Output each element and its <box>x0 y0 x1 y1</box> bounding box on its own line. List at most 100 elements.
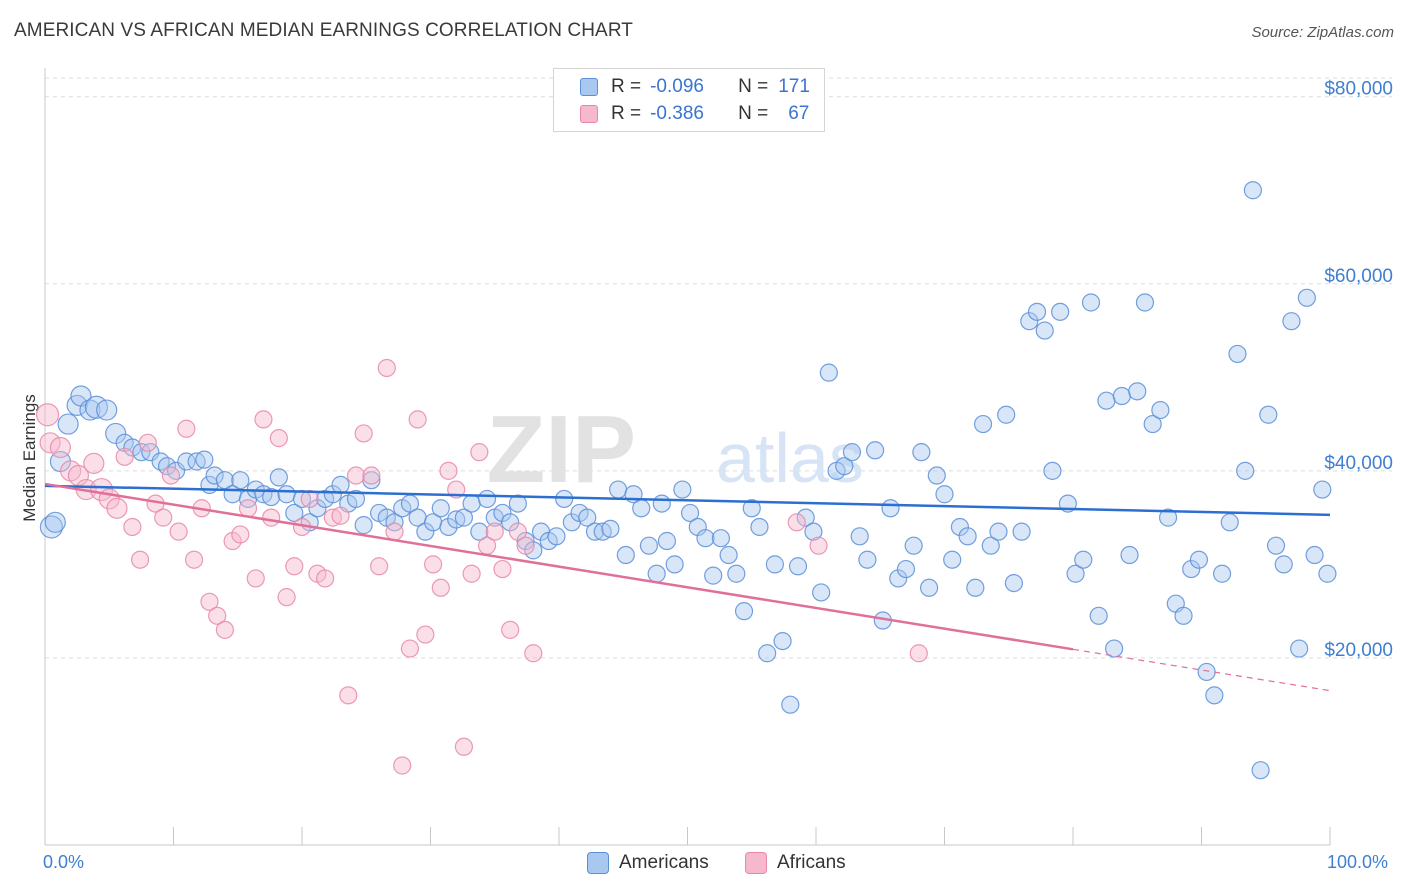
americans-point <box>927 466 946 485</box>
americans-point <box>231 471 250 490</box>
africans-point <box>39 432 61 454</box>
americans-point <box>1120 545 1139 565</box>
africans-point <box>35 403 60 427</box>
americans-point <box>1089 606 1108 625</box>
americans-point <box>781 695 800 714</box>
africans-points <box>35 358 928 775</box>
americans-point <box>943 550 962 569</box>
americans-point <box>1212 564 1232 583</box>
americans-point <box>1020 312 1039 331</box>
americans-point <box>665 555 684 574</box>
americans-point <box>1043 461 1062 480</box>
americans-point <box>1305 545 1324 565</box>
americans-point <box>308 499 327 518</box>
y-tick-label: $80,000 <box>1324 79 1393 100</box>
n-value-americans: 171 <box>778 76 810 97</box>
americans-point <box>696 529 715 548</box>
americans-point <box>585 522 605 541</box>
americans-point <box>758 644 777 663</box>
americans-point <box>616 545 635 565</box>
americans-point <box>1066 564 1085 583</box>
americans-point <box>516 531 535 551</box>
americans-point <box>973 414 993 434</box>
africans-point <box>169 522 188 541</box>
americans-point <box>508 494 527 513</box>
africans-point <box>106 497 128 519</box>
americans-point <box>346 489 366 509</box>
africans-point <box>524 644 543 663</box>
americans-swatch <box>580 78 598 96</box>
y-tick-label: $20,000 <box>1324 640 1393 661</box>
legend: Americans Africans <box>0 852 1406 878</box>
africans-point <box>300 489 319 509</box>
americans-point <box>1128 382 1147 401</box>
americans-point <box>578 508 597 527</box>
americans-point <box>1228 344 1247 364</box>
africans-point <box>154 508 173 527</box>
americans-point <box>57 413 79 435</box>
legend-item-americans[interactable]: Americans <box>587 852 709 874</box>
americans-points <box>39 181 1337 780</box>
americans-point <box>632 499 651 518</box>
africans-point <box>909 644 928 663</box>
americans-point <box>997 405 1016 424</box>
africans-point <box>385 522 404 541</box>
americans-point <box>1158 508 1178 527</box>
africans-point <box>470 443 489 462</box>
americans-point <box>858 550 877 569</box>
americans-point <box>904 536 923 555</box>
africans-point <box>339 686 358 705</box>
americans-point <box>750 517 769 537</box>
americans-point <box>477 489 497 509</box>
africans-point <box>787 513 806 532</box>
americans-point <box>1027 302 1047 321</box>
legend-item-africans[interactable]: Africans <box>745 852 846 874</box>
africans-point <box>400 639 420 658</box>
americans-point <box>1074 550 1093 569</box>
x-tick-label-min: 0.0% <box>43 852 85 872</box>
africans-point <box>184 550 204 569</box>
africans-point <box>454 737 474 756</box>
r-value-africans: -0.386 <box>650 103 704 124</box>
americans-point <box>896 559 916 579</box>
americans-point <box>1297 288 1316 307</box>
americans-point <box>981 536 1000 555</box>
americans-point <box>1251 761 1270 780</box>
africans-point <box>269 429 288 448</box>
africans-point <box>423 555 443 574</box>
stats-row-americans: R = -0.096 N = 171 <box>580 74 810 100</box>
americans-point <box>866 441 885 460</box>
africans-point <box>393 756 412 775</box>
africans-point <box>501 620 520 639</box>
americans-point <box>958 527 977 546</box>
americans-point <box>727 564 746 583</box>
americans-point <box>704 566 723 585</box>
africans-point <box>508 522 527 541</box>
africans-point <box>285 557 304 576</box>
stats-box: R = -0.096 N = 171 R = -0.386 N = 67 <box>553 68 825 132</box>
africans-point <box>439 461 458 480</box>
r-label: R = <box>611 76 642 97</box>
americans-point <box>1012 522 1031 541</box>
axes <box>44 68 1331 846</box>
americans-point <box>331 475 350 494</box>
americans-point <box>966 578 985 597</box>
americans-point <box>601 519 620 538</box>
n-value-africans: 67 <box>788 103 810 124</box>
americans-point <box>277 485 296 504</box>
americans-point <box>639 536 659 555</box>
trend-lines <box>44 482 1331 692</box>
americans-point <box>812 583 831 602</box>
americans-point <box>935 485 954 504</box>
americans-point <box>454 508 474 527</box>
americans-point <box>547 527 566 546</box>
americans-point <box>889 569 908 588</box>
africans-point <box>215 620 234 639</box>
chart-title: AMERICAN VS AFRICAN MEDIAN EARNINGS CORR… <box>14 20 634 41</box>
americans-point <box>285 503 304 523</box>
africans-point <box>238 499 258 518</box>
africans-point <box>83 452 105 474</box>
africans-point <box>115 447 134 466</box>
africans-point <box>161 466 181 485</box>
